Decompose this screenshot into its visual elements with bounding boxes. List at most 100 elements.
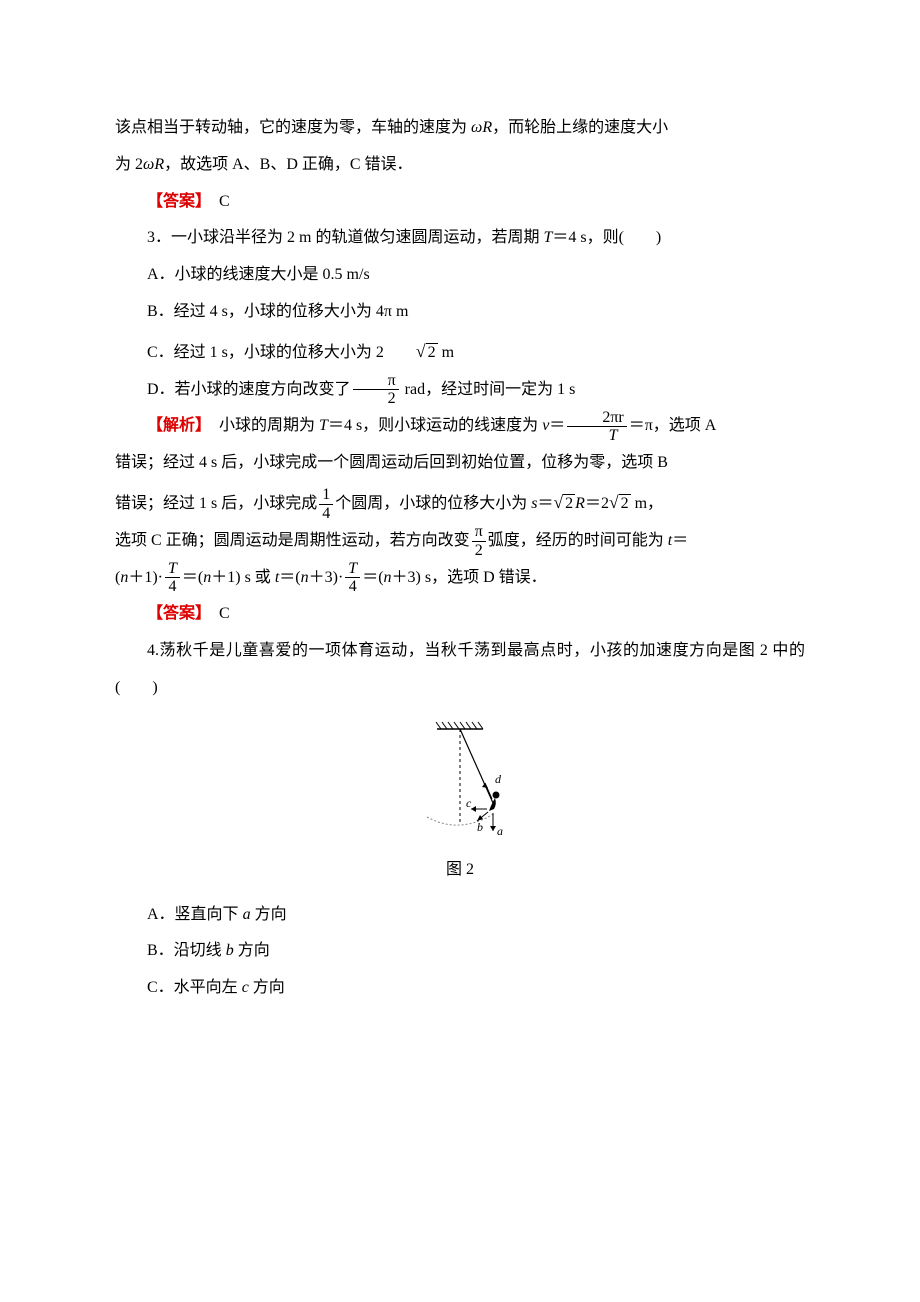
q3-stem-a: 3．一小球沿半径为 2 m 的轨道做匀速圆周运动，若周期 [147,229,543,246]
q4-B-a: B．沿切线 [147,942,226,959]
q4-C-b: 方向 [249,979,285,996]
a3-l5f: ＋3)· [309,569,344,586]
q4-opt-C: C．水平向左 c 方向 [115,970,805,1007]
q3-C-a: C．经过 1 s，小球的位移大小为 2 [147,344,384,361]
answer-2: 【答案】 C [115,184,805,221]
a3-T1: T [319,417,328,434]
label-c: c [466,796,472,810]
intro-text-1a: 该点相当于转动轴，它的速度为零，车轴的速度为 [115,119,471,136]
answer-3-value: C [219,605,230,622]
q4-stem: 4.荡秋千是儿童喜爱的一项体育运动，当秋千荡到最高点时，小孩的加速度方向是图 2… [115,633,805,707]
q4-B-i: b [226,942,234,959]
a3-t2: ＝4 s，则小球运动的线速度为 [328,417,542,434]
q3-opt-C: C．经过 1 s，小球的位移大小为 2 2 m [115,331,805,372]
child-body [489,798,496,811]
q3-C-sqrt: 2 [384,331,438,372]
q3-D-b: rad，经过时间一定为 1 s [401,381,576,398]
q3-D-num: π [353,372,399,391]
a3-l3b: 个圆周，小球的位移大小为 [335,495,531,512]
q4-C-a: C．水平向左 [147,979,242,996]
a3-R: R [575,495,585,512]
a3-l4b: 弧度，经历的时间可能为 [488,532,668,549]
a3-l5b: ＋1)· [128,569,163,586]
q3-C-rad: 2 [426,343,438,361]
a3-frac4-num: T [165,560,180,579]
a3-l3c: ＝ [537,495,553,512]
a3-n4: n [384,569,392,586]
a3-n3: n [301,569,309,586]
arrow-a-head [490,826,496,831]
label-d: d [495,772,502,786]
q4-B-b: 方向 [234,942,270,959]
q3-stem-b: ＝4 s，则( ) [552,229,661,246]
a3-frac1: 2πrT [567,409,626,445]
a3-frac3: π2 [472,523,486,559]
a3-frac3-den: 2 [472,542,486,560]
q4-opt-B: B．沿切线 b 方向 [115,933,805,970]
swing-diagram: d c b a [395,717,525,847]
intro-line-1: 该点相当于转动轴，它的速度为零，车轴的速度为 ωR，而轮胎上缘的速度大小 [115,110,805,147]
answer-2-value: C [219,193,230,210]
a3-t3: ＝π，选项 A [629,417,717,434]
a3-sqrt2a-rad: 2 [563,494,575,512]
arrow-d-head [482,783,488,788]
a3-frac4: T4 [165,560,180,596]
intro-text-2b: ，故选项 A、B、D 正确，C 错误． [164,156,412,173]
arrow-c-head [471,806,476,812]
analysis-3-label: 【解析】 [147,417,203,434]
a3-eq1: ＝ [549,417,565,434]
label-a: a [497,824,503,838]
intro-omegaR-1: ωR [471,119,492,136]
a3-l5d: ＋1) s 或 [211,569,275,586]
swing-rope [460,729,493,803]
q3-D-a: D．若小球的速度方向改变了 [147,381,351,398]
a3-frac5-den: 4 [345,578,360,596]
intro-line-2: 为 2ωR，故选项 A、B、D 正确，C 错误． [115,147,805,184]
a3-frac1-num: 2πr [567,409,626,428]
answer-3-label: 【答案】 [147,605,203,622]
answer-3: 【答案】 C [115,596,805,633]
analysis-3-line3: 错误；经过 1 s 后，小球完成14个圆周，小球的位移大小为 s＝2R＝22 m… [115,482,805,523]
a3-sqrt2b-rad: 2 [619,494,631,512]
a3-l4c: ＝ [672,532,688,549]
intro-omegaR-2: ωR [143,156,164,173]
q3-opt-B: B．经过 4 s，小球的位移大小为 4π m [115,294,805,331]
a3-sqrt2a: 2 [554,482,576,523]
a3-l4a: 选项 C 正确；圆周运动是周期性运动，若方向改变 [115,532,470,549]
q4-C-i: c [242,979,249,996]
a3-l5h: ＋3) s，选项 D 错误． [392,569,547,586]
q3-opt-A: A．小球的线速度大小是 0.5 m/s [115,257,805,294]
a3-frac5: T4 [345,560,360,596]
q4-figure-caption: 图 2 [115,852,805,889]
q3-D-den: 2 [353,390,399,408]
a3-l3d: ＝2 [585,495,609,512]
a3-l5g: ＝( [362,569,383,586]
a3-l5c: ＝( [182,569,203,586]
answer-2-label: 【答案】 [147,193,203,210]
intro-text-2a: 为 2 [115,156,143,173]
a3-frac1-num-txt: 2πr [602,409,623,426]
q3-stem: 3．一小球沿半径为 2 m 的轨道做匀速圆周运动，若周期 T＝4 s，则( ) [115,220,805,257]
q3-C-b: m [438,344,454,361]
a3-l3e: m， [631,495,663,512]
q3-opt-D: D．若小球的速度方向改变了π2 rad，经过时间一定为 1 s [115,372,805,409]
q4-figure: d c b a [115,717,805,847]
q4-opt-A: A．竖直向下 a 方向 [115,897,805,934]
q4-A-i: a [243,906,251,923]
q3-D-frac: π2 [353,372,399,408]
a3-frac5-num: T [345,560,360,579]
a3-l5e: ＝( [279,569,300,586]
a3-sqrt2b: 2 [609,482,631,523]
analysis-3-line2: 错误；经过 4 s 后，小球完成一个圆周运动后回到初始位置，位移为零，选项 B [115,445,805,482]
analysis-3-line5: (n＋1)·T4＝(n＋1) s 或 t＝(n＋3)·T4＝(n＋3) s，选项… [115,560,805,597]
intro-text-1b: ，而轮胎上缘的速度大小 [492,119,668,136]
a3-frac2-den: 4 [319,505,333,523]
a3-frac1-den: T [567,427,626,445]
a3-l3a: 错误；经过 1 s 后，小球完成 [115,495,317,512]
a3-frac2: 14 [319,486,333,522]
a3-frac2-num: 1 [319,486,333,505]
analysis-3-line1: 【解析】 小球的周期为 T＝4 s，则小球运动的线速度为 v＝2πrT＝π，选项… [115,408,805,445]
child-head [493,791,500,798]
a3-frac4-den: 4 [165,578,180,596]
q4-A-a: A．竖直向下 [147,906,243,923]
